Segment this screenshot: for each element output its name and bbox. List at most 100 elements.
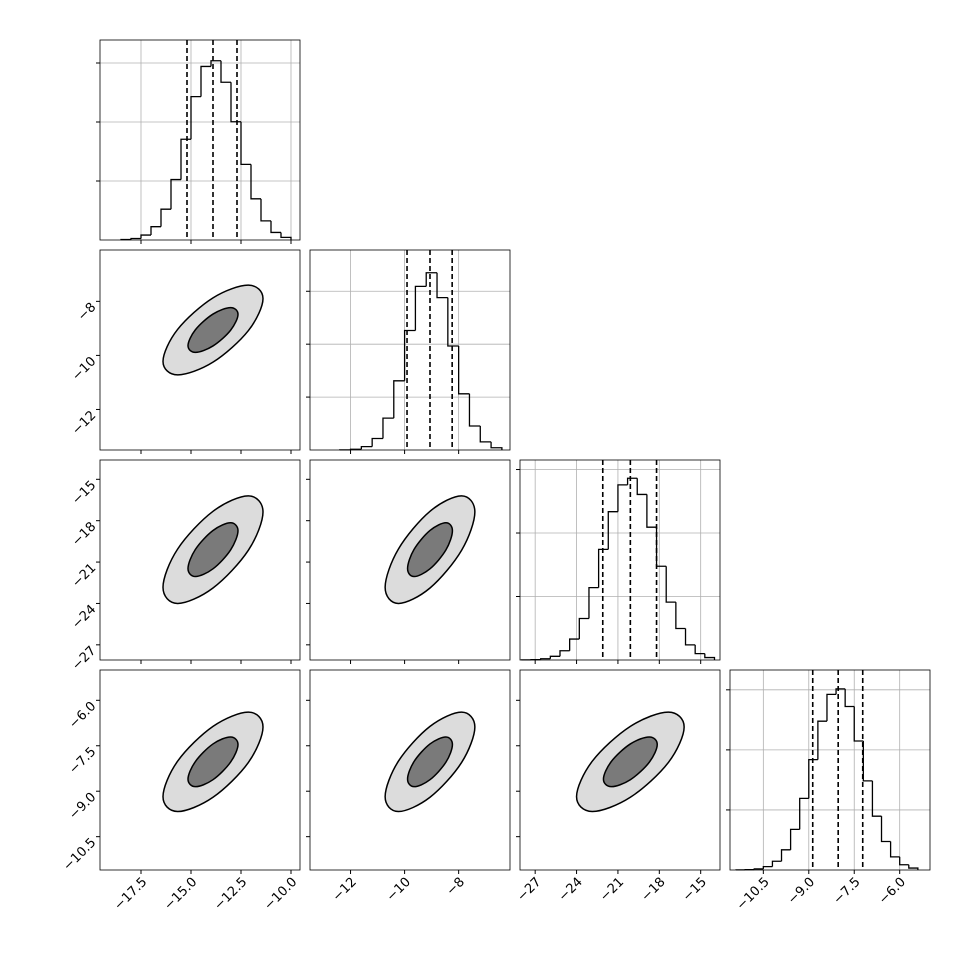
histogram-bin: [160, 208, 171, 227]
x-tick-label: −17.5: [112, 875, 151, 914]
histogram-bin: [549, 655, 560, 659]
histogram-bin: [180, 138, 191, 180]
histogram-bin: [414, 285, 427, 331]
x-tick-label: −8: [444, 875, 468, 899]
panel-frame: [309, 249, 511, 451]
y-tick-label: −18: [69, 519, 99, 549]
x-tick-label: −10.0: [262, 875, 301, 914]
histogram-bin: [646, 494, 657, 528]
histogram-bin: [393, 380, 405, 419]
histogram-bin: [844, 688, 855, 708]
contour: [406, 522, 454, 578]
panel-frame: [99, 39, 301, 241]
histogram-bin: [799, 797, 809, 830]
histogram-bin: [360, 445, 373, 450]
x-tick-label: −9.0: [785, 875, 818, 908]
panel-frame: [309, 459, 511, 661]
histogram-bin: [862, 740, 873, 782]
y-tick-label: −21: [69, 561, 99, 591]
y-tick-label: −27: [69, 644, 99, 674]
histogram-bin: [280, 232, 292, 240]
histogram-bin: [190, 95, 201, 140]
x-tick-label: −15.0: [162, 875, 201, 914]
histogram-bin: [436, 272, 448, 299]
histogram-bin: [170, 178, 181, 210]
histogram-bin: [597, 548, 609, 588]
x-tick-label: −6.0: [876, 875, 909, 908]
histogram-bin: [771, 860, 782, 867]
histogram-bin: [230, 82, 241, 123]
histogram-bin: [240, 121, 251, 166]
histogram-bin: [425, 272, 438, 287]
contour: [187, 736, 239, 788]
histogram-bin: [150, 226, 161, 236]
histogram-bin: [675, 602, 686, 630]
histogram-bin: [447, 297, 459, 347]
histogram-bin: [457, 345, 470, 395]
y-tick-label: −6.0: [66, 699, 99, 732]
histogram-bin: [540, 658, 551, 660]
panel-frame: [99, 669, 301, 871]
x-tick-label: −10.5: [734, 875, 773, 914]
x-tick-label: −15: [680, 875, 710, 905]
x-tick-label: −27: [514, 875, 544, 905]
histogram-bin: [889, 841, 900, 858]
panel-frame: [519, 459, 721, 661]
panel-frame: [519, 669, 721, 871]
x-tick-label: −7.5: [831, 875, 864, 908]
panel-frame: [99, 249, 301, 451]
contour: [406, 736, 454, 788]
x-tick-label: −21: [597, 875, 627, 905]
histogram-bin: [762, 865, 773, 869]
histogram-bin: [808, 758, 818, 799]
contour: [187, 522, 239, 578]
histogram-bin: [704, 653, 716, 660]
histogram-bin: [835, 688, 846, 695]
y-tick-label: −10.5: [61, 835, 100, 874]
x-tick-label: −10: [384, 875, 414, 905]
histogram-bin: [270, 220, 281, 234]
histogram-bin: [908, 864, 919, 870]
histogram-bin: [684, 628, 696, 646]
y-tick-label: −8: [75, 300, 99, 324]
y-tick-label: −10: [69, 354, 99, 384]
histogram-bin: [880, 816, 891, 843]
panel-frame: [99, 459, 301, 661]
histogram-bin: [617, 484, 628, 512]
histogram-bin: [200, 65, 211, 97]
x-tick-label: −18: [639, 875, 669, 905]
y-tick-label: −24: [69, 602, 99, 632]
histogram-bin: [817, 720, 827, 760]
histogram-bin: [220, 60, 231, 83]
y-tick-label: −7.5: [66, 744, 99, 777]
histogram-bin: [626, 477, 638, 485]
x-tick-label: −12.5: [212, 875, 251, 914]
histogram-bin: [559, 650, 570, 657]
histogram-bin: [371, 437, 383, 447]
histogram-bin: [826, 693, 837, 722]
histogram-bin: [250, 164, 261, 200]
histogram-bin: [578, 617, 589, 640]
x-tick-label: −12: [330, 875, 360, 905]
histogram-bin: [140, 234, 151, 239]
histogram-bin: [260, 198, 271, 222]
x-tick-label: −24: [556, 875, 586, 905]
histogram-bin: [588, 586, 599, 619]
histogram-bin: [636, 478, 647, 496]
histogram-bin: [899, 856, 909, 866]
histogram-bin: [403, 329, 416, 381]
y-tick-label: −9.0: [66, 790, 99, 823]
histogram-bin: [490, 441, 503, 450]
contour: [602, 736, 658, 788]
histogram-bin: [665, 566, 676, 603]
y-tick-label: −15: [69, 478, 99, 508]
histogram-bin: [569, 638, 580, 651]
histogram-bin: [753, 868, 764, 870]
histogram-bin: [210, 60, 221, 67]
panel-frame: [729, 669, 931, 871]
histogram-bin: [853, 706, 864, 742]
histogram-bin: [694, 644, 705, 655]
histogram-bin: [382, 417, 394, 439]
y-tick-label: −12: [69, 408, 99, 438]
